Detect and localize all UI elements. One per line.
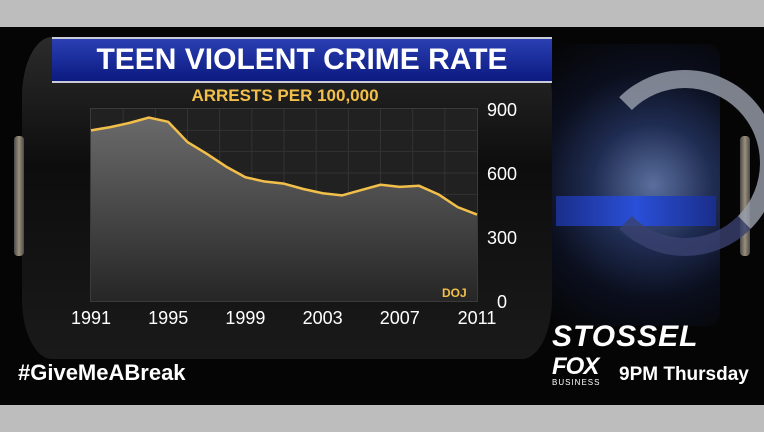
series-area <box>91 117 477 302</box>
x-tick-label: 2007 <box>380 308 420 328</box>
show-logo-text: STOSSEL <box>552 320 699 353</box>
left-bezel-tab <box>14 136 24 256</box>
x-tick-label: 2011 <box>458 308 497 328</box>
hashtag: #GiveMeABreak <box>18 360 186 385</box>
fox-logo-text: FOX <box>552 353 599 380</box>
y-tick-label: 900 <box>487 100 517 120</box>
schedule-text: 9PM Thursday <box>619 364 749 385</box>
x-tick-label: 2003 <box>303 308 343 328</box>
chart-title: TEEN VIOLENT CRIME RATE <box>96 43 508 76</box>
chart-source: DOJ <box>442 286 467 300</box>
title-bar: TEEN VIOLENT CRIME RATE <box>52 37 552 83</box>
fox-business-logo: FOX BUSINESS <box>552 353 614 390</box>
x-tick-label: 1991 <box>71 308 111 328</box>
y-tick-label: 600 <box>487 164 517 184</box>
x-tick-label: 1995 <box>148 308 188 328</box>
business-logo-text: BUSINESS <box>552 378 601 387</box>
x-tick-label: 1999 <box>225 308 265 328</box>
chart-subtitle: ARRESTS PER 100,000 <box>191 86 379 105</box>
series-line <box>90 116 478 216</box>
y-tick-label: 300 <box>487 228 517 248</box>
y-tick-label: 0 <box>497 292 507 312</box>
